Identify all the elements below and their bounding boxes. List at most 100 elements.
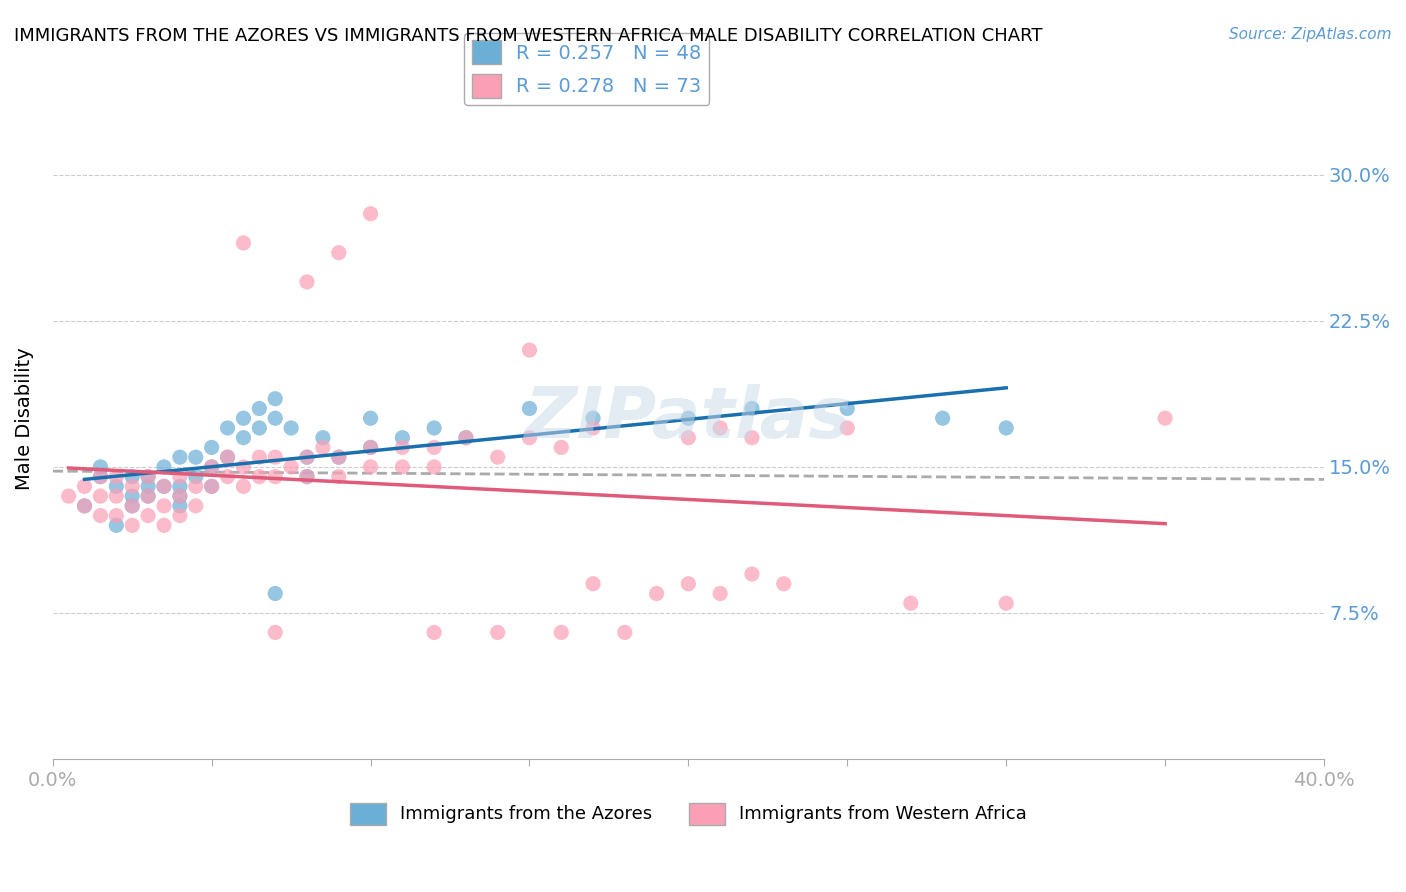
Text: Source: ZipAtlas.com: Source: ZipAtlas.com [1229, 27, 1392, 42]
Immigrants from Western Africa [678, 431, 700, 445]
Immigrants from the Azores [454, 431, 477, 445]
Immigrants from Western Africa [423, 441, 446, 455]
Immigrants from Western Africa [295, 275, 318, 289]
Immigrants from the Azores [312, 431, 335, 445]
Immigrants from Western Africa [550, 625, 572, 640]
Immigrants from Western Africa [232, 459, 254, 474]
Immigrants from Western Africa [184, 479, 207, 493]
Immigrants from Western Africa [247, 450, 270, 465]
Legend: Immigrants from the Azores, Immigrants from Western Africa: Immigrants from the Azores, Immigrants f… [343, 796, 1035, 831]
Immigrants from Western Africa [900, 596, 922, 610]
Immigrants from Western Africa [995, 596, 1018, 610]
Immigrants from Western Africa [89, 508, 111, 523]
Immigrants from the Azores [232, 411, 254, 425]
Immigrants from Western Africa [280, 459, 302, 474]
Immigrants from Western Africa [169, 489, 191, 503]
Immigrants from Western Africa [201, 459, 224, 474]
Immigrants from the Azores [169, 479, 191, 493]
Immigrants from the Azores [360, 411, 382, 425]
Immigrants from Western Africa [486, 450, 509, 465]
Immigrants from the Azores [136, 479, 159, 493]
Immigrants from Western Africa [741, 567, 763, 582]
Immigrants from Western Africa [169, 508, 191, 523]
Immigrants from Western Africa [423, 459, 446, 474]
Immigrants from the Azores [280, 421, 302, 435]
Immigrants from Western Africa [613, 625, 636, 640]
Immigrants from Western Africa [105, 489, 128, 503]
Immigrants from the Azores [232, 431, 254, 445]
Immigrants from Western Africa [360, 441, 382, 455]
Immigrants from Western Africa [519, 431, 541, 445]
Immigrants from the Azores [582, 411, 605, 425]
Immigrants from the Azores [360, 441, 382, 455]
Immigrants from Western Africa [136, 469, 159, 483]
Immigrants from the Azores [184, 450, 207, 465]
Immigrants from the Azores [217, 421, 239, 435]
Immigrants from the Azores [136, 489, 159, 503]
Immigrants from Western Africa [201, 479, 224, 493]
Immigrants from Western Africa [328, 469, 350, 483]
Immigrants from Western Africa [247, 469, 270, 483]
Immigrants from Western Africa [121, 499, 143, 513]
Immigrants from Western Africa [582, 421, 605, 435]
Immigrants from Western Africa [312, 441, 335, 455]
Immigrants from Western Africa [153, 499, 176, 513]
Immigrants from Western Africa [391, 441, 413, 455]
Immigrants from Western Africa [264, 450, 287, 465]
Immigrants from Western Africa [264, 469, 287, 483]
Immigrants from the Azores [121, 499, 143, 513]
Immigrants from Western Africa [391, 459, 413, 474]
Immigrants from Western Africa [105, 508, 128, 523]
Immigrants from the Azores [678, 411, 700, 425]
Immigrants from Western Africa [136, 489, 159, 503]
Text: ZIPatlas: ZIPatlas [524, 384, 852, 453]
Immigrants from Western Africa [105, 469, 128, 483]
Immigrants from the Azores [995, 421, 1018, 435]
Immigrants from Western Africa [837, 421, 859, 435]
Immigrants from the Azores [519, 401, 541, 416]
Immigrants from Western Africa [709, 586, 731, 600]
Y-axis label: Male Disability: Male Disability [15, 347, 34, 490]
Immigrants from Western Africa [328, 245, 350, 260]
Immigrants from Western Africa [136, 508, 159, 523]
Immigrants from Western Africa [328, 450, 350, 465]
Immigrants from the Azores [264, 392, 287, 406]
Immigrants from Western Africa [232, 479, 254, 493]
Immigrants from Western Africa [741, 431, 763, 445]
Immigrants from the Azores [247, 421, 270, 435]
Immigrants from Western Africa [73, 499, 96, 513]
Immigrants from the Azores [153, 479, 176, 493]
Immigrants from Western Africa [519, 343, 541, 357]
Immigrants from Western Africa [58, 489, 80, 503]
Immigrants from the Azores [169, 499, 191, 513]
Immigrants from the Azores [121, 469, 143, 483]
Immigrants from the Azores [247, 401, 270, 416]
Immigrants from the Azores [73, 499, 96, 513]
Immigrants from Western Africa [169, 469, 191, 483]
Immigrants from the Azores [423, 421, 446, 435]
Immigrants from Western Africa [486, 625, 509, 640]
Immigrants from Western Africa [709, 421, 731, 435]
Immigrants from Western Africa [772, 576, 794, 591]
Immigrants from the Azores [153, 459, 176, 474]
Immigrants from Western Africa [184, 499, 207, 513]
Immigrants from the Azores [264, 586, 287, 600]
Immigrants from the Azores [201, 459, 224, 474]
Immigrants from Western Africa [423, 625, 446, 640]
Immigrants from the Azores [89, 459, 111, 474]
Immigrants from Western Africa [360, 459, 382, 474]
Immigrants from Western Africa [454, 431, 477, 445]
Immigrants from Western Africa [89, 469, 111, 483]
Immigrants from the Azores [121, 489, 143, 503]
Immigrants from Western Africa [121, 479, 143, 493]
Immigrants from the Azores [136, 469, 159, 483]
Immigrants from Western Africa [232, 235, 254, 250]
Immigrants from Western Africa [582, 576, 605, 591]
Immigrants from Western Africa [89, 489, 111, 503]
Immigrants from the Azores [295, 469, 318, 483]
Immigrants from the Azores [217, 450, 239, 465]
Immigrants from the Azores [184, 469, 207, 483]
Immigrants from Western Africa [153, 518, 176, 533]
Immigrants from the Azores [201, 479, 224, 493]
Immigrants from Western Africa [678, 576, 700, 591]
